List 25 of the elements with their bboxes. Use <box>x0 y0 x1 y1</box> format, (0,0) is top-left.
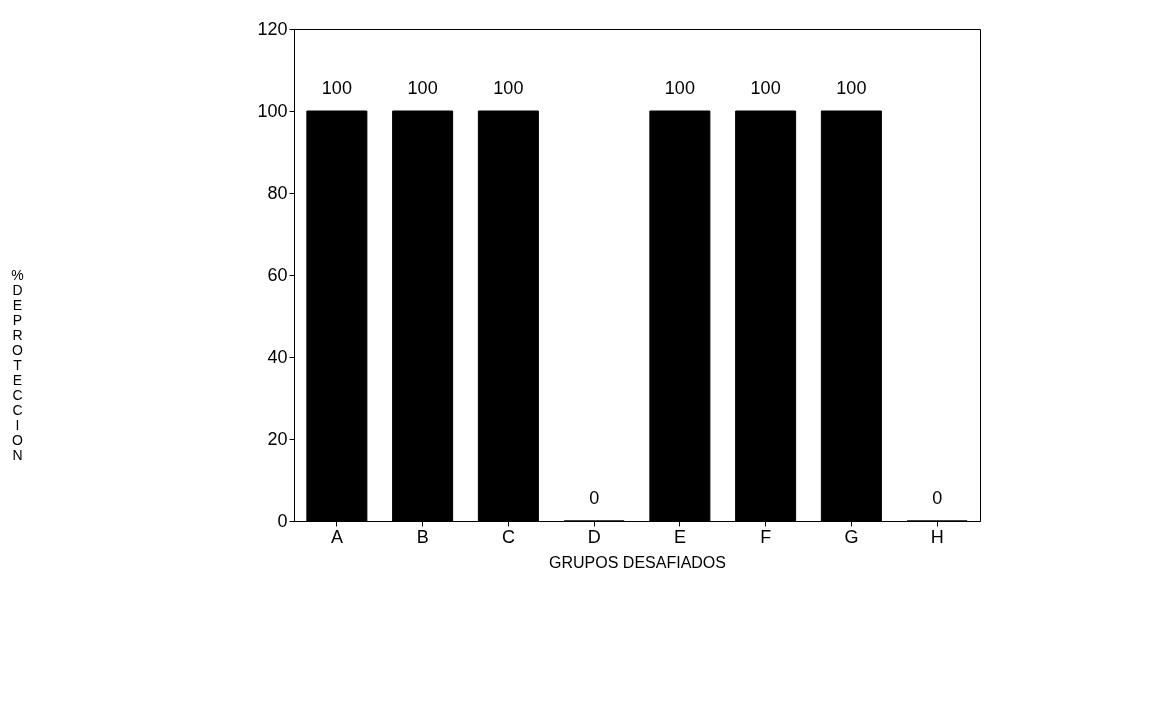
data-label: 100 <box>750 78 781 98</box>
text: % DE PROTECCION <box>11 266 24 463</box>
data-label: 0 <box>932 488 943 508</box>
data-label: 100 <box>407 78 438 98</box>
x-tick-label: H <box>930 526 944 547</box>
y-tick-label: 40 <box>267 346 288 367</box>
y-tick-label: 100 <box>257 100 288 121</box>
x-tick-label: G <box>844 526 859 547</box>
x-tick-label: D <box>587 526 601 547</box>
x-tick-label: E <box>673 526 686 547</box>
x-tick-label: A <box>330 526 343 547</box>
y-tick-label: 80 <box>267 182 288 203</box>
data-label: 100 <box>836 78 867 98</box>
x-axis-title: GRUPOS DESAFIADOS <box>549 553 726 571</box>
y-tick-label: 0 <box>277 510 288 531</box>
data-label: 100 <box>664 78 695 98</box>
x-tick-label: B <box>416 526 429 547</box>
data-label: 100 <box>493 78 524 98</box>
data-label: 0 <box>589 488 600 508</box>
data-label: 100 <box>321 78 352 98</box>
y-tick-label: 120 <box>257 18 288 39</box>
x-tick-label: C <box>501 526 515 547</box>
y-tick-label: 20 <box>267 428 288 449</box>
x-tick-label: F <box>760 526 772 547</box>
y-tick-label: 60 <box>267 264 288 285</box>
